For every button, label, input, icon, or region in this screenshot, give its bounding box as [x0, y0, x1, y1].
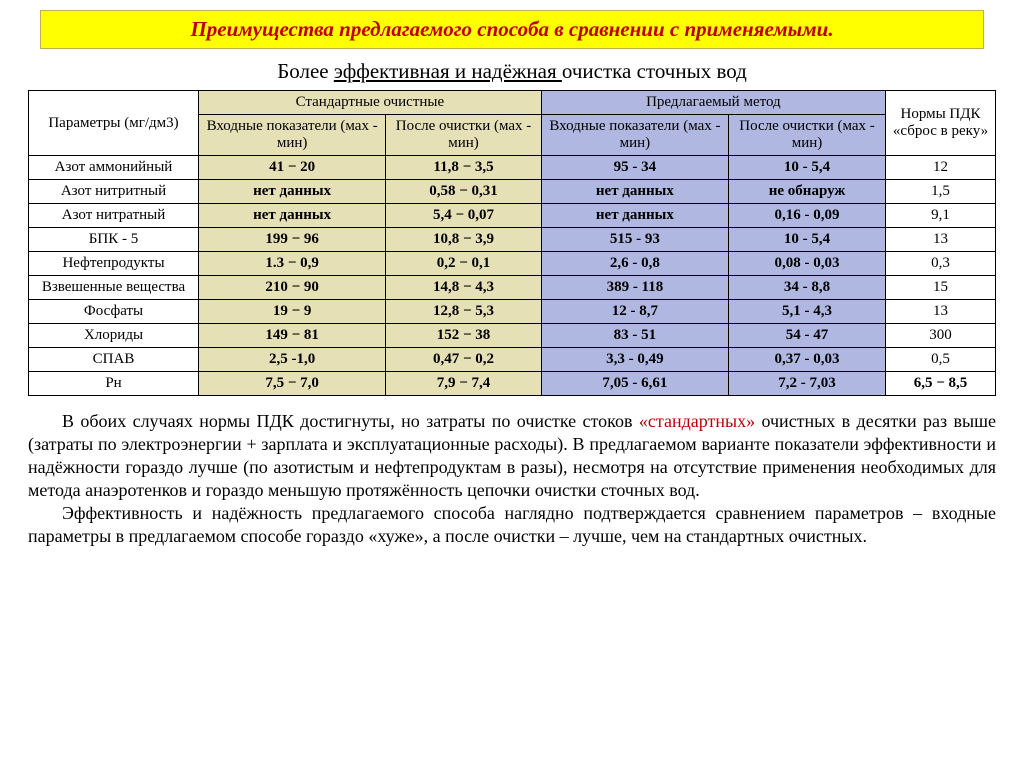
param-name: Хлориды [29, 324, 199, 348]
std-after: 12,8 − 5,3 [386, 300, 541, 324]
std-input: 19 − 9 [199, 300, 386, 324]
prop-after: 10 - 5,4 [729, 228, 886, 252]
table-row: БПК - 5199 − 9610,8 − 3,9515 - 9310 - 5,… [29, 228, 996, 252]
norm-value: 12 [886, 156, 996, 180]
para1-a: В обоих случаях нормы ПДК достигнуты, но… [62, 411, 639, 431]
prop-after: не обнаруж [729, 180, 886, 204]
param-name: Фосфаты [29, 300, 199, 324]
prop-input: 12 - 8,7 [541, 300, 728, 324]
page-title: Преимущества предлагаемого способа в сра… [190, 17, 833, 41]
col-proposed: Предлагаемый метод [541, 91, 885, 115]
prop-after: 7,2 - 7,03 [729, 372, 886, 396]
table-row: Фосфаты19 − 912,8 − 5,312 - 8,75,1 - 4,3… [29, 300, 996, 324]
table-row: Азот аммонийный41 − 2011,8 − 3,595 - 341… [29, 156, 996, 180]
prop-input: 83 - 51 [541, 324, 728, 348]
param-name: БПК - 5 [29, 228, 199, 252]
prop-after: 34 - 8,8 [729, 276, 886, 300]
paragraph-2: Эффективность и надёжность предлагаемого… [28, 502, 996, 548]
norm-value: 13 [886, 228, 996, 252]
std-after: 11,8 − 3,5 [386, 156, 541, 180]
std-input: 1.3 − 0,9 [199, 252, 386, 276]
prop-input: 7,05 - 6,61 [541, 372, 728, 396]
prop-input: 2,6 - 0,8 [541, 252, 728, 276]
std-after: 7,9 − 7,4 [386, 372, 541, 396]
std-after: 5,4 − 0,07 [386, 204, 541, 228]
norm-value: 15 [886, 276, 996, 300]
para1-red: «стандартных» [639, 411, 755, 431]
norm-value: 13 [886, 300, 996, 324]
prop-input: 515 - 93 [541, 228, 728, 252]
std-after: 0,2 − 0,1 [386, 252, 541, 276]
prop-input: 389 - 118 [541, 276, 728, 300]
norm-value: 0,3 [886, 252, 996, 276]
table-row: Нефтепродукты1.3 − 0,90,2 − 0,12,6 - 0,8… [29, 252, 996, 276]
param-name: Взвешенные вещества [29, 276, 199, 300]
col-prop-input: Входные показатели (мах - мин) [541, 115, 728, 156]
std-input: 199 − 96 [199, 228, 386, 252]
std-input: 210 − 90 [199, 276, 386, 300]
param-name: Азот аммонийный [29, 156, 199, 180]
col-std-after: После очистки (мах - мин) [386, 115, 541, 156]
prop-after: 54 - 47 [729, 324, 886, 348]
table-row: Азот нитритныйнет данных0,58 − 0,31нет д… [29, 180, 996, 204]
table-row: Взвешенные вещества210 − 9014,8 − 4,3389… [29, 276, 996, 300]
col-params: Параметры (мг/дм3) [29, 91, 199, 156]
col-prop-after: После очистки (мах - мин) [729, 115, 886, 156]
norm-value: 6,5 − 8,5 [886, 372, 996, 396]
col-standard: Стандартные очистные [199, 91, 542, 115]
std-input: 7,5 − 7,0 [199, 372, 386, 396]
table-row: Хлориды149 − 81152 − 3883 - 5154 - 47300 [29, 324, 996, 348]
norm-value: 300 [886, 324, 996, 348]
param-name: СПАВ [29, 348, 199, 372]
prop-input: 3,3 - 0,49 [541, 348, 728, 372]
page-title-banner: Преимущества предлагаемого способа в сра… [40, 10, 984, 49]
std-input: 149 − 81 [199, 324, 386, 348]
table-row: СПАВ2,5 -1,00,47 − 0,23,3 - 0,490,37 - 0… [29, 348, 996, 372]
body-text: В обоих случаях нормы ПДК достигнуты, но… [28, 410, 996, 548]
param-name: Азот нитритный [29, 180, 199, 204]
prop-input: 95 - 34 [541, 156, 728, 180]
prop-after: 0,16 - 0,09 [729, 204, 886, 228]
std-after: 10,8 − 3,9 [386, 228, 541, 252]
param-name: Нефтепродукты [29, 252, 199, 276]
paragraph-1: В обоих случаях нормы ПДК достигнуты, но… [28, 410, 996, 502]
subtitle-prefix: Более [277, 59, 334, 83]
std-input: нет данных [199, 204, 386, 228]
std-input: нет данных [199, 180, 386, 204]
std-input: 41 − 20 [199, 156, 386, 180]
prop-after: 0,37 - 0,03 [729, 348, 886, 372]
subtitle: Более эффективная и надёжная очистка сто… [28, 59, 996, 84]
std-input: 2,5 -1,0 [199, 348, 386, 372]
prop-after: 10 - 5,4 [729, 156, 886, 180]
table-row: Азот нитратныйнет данных5,4 − 0,07нет да… [29, 204, 996, 228]
table-row: Рн7,5 − 7,07,9 − 7,47,05 - 6,617,2 - 7,0… [29, 372, 996, 396]
col-std-input: Входные показатели (мах - мин) [199, 115, 386, 156]
param-name: Рн [29, 372, 199, 396]
subtitle-underlined: эффективная и надёжная [334, 59, 562, 83]
std-after: 0,58 − 0,31 [386, 180, 541, 204]
norm-value: 1,5 [886, 180, 996, 204]
norm-value: 0,5 [886, 348, 996, 372]
prop-input: нет данных [541, 204, 728, 228]
param-name: Азот нитратный [29, 204, 199, 228]
std-after: 0,47 − 0,2 [386, 348, 541, 372]
std-after: 14,8 − 4,3 [386, 276, 541, 300]
prop-after: 0,08 - 0,03 [729, 252, 886, 276]
subtitle-rest: очистка сточных вод [562, 59, 747, 83]
std-after: 152 − 38 [386, 324, 541, 348]
comparison-table: Параметры (мг/дм3) Стандартные очистные … [28, 90, 996, 396]
prop-after: 5,1 - 4,3 [729, 300, 886, 324]
col-norms: Нормы ПДК «сброс в реку» [886, 91, 996, 156]
norm-value: 9,1 [886, 204, 996, 228]
prop-input: нет данных [541, 180, 728, 204]
